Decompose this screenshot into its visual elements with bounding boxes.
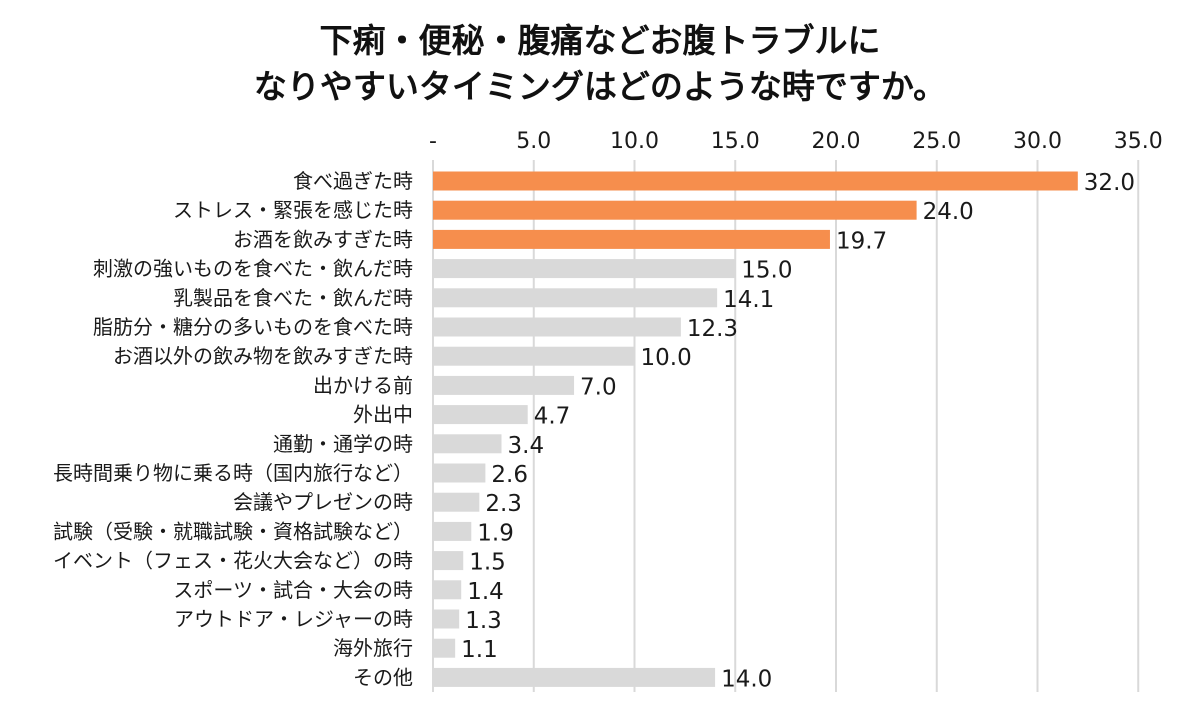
value-label: 14.0: [721, 666, 772, 692]
bar: [433, 229, 830, 249]
bar: [433, 200, 917, 220]
value-label: 15.0: [741, 258, 792, 284]
gridlines: [432, 160, 1140, 692]
chart-title: 下痢・便秘・腹痛などお腹トラブルに なりやすいタイミングはどのような時ですか。: [0, 18, 1200, 110]
bar: [433, 259, 736, 279]
bar: [433, 375, 575, 395]
value-label: 10.0: [641, 345, 692, 371]
bar: [433, 609, 460, 629]
x-tick-label: 30.0: [1013, 129, 1062, 154]
value-label: 24.0: [923, 199, 974, 225]
category-label: 乳製品を食べた・飲んだ時: [173, 286, 413, 310]
bar: [433, 463, 486, 483]
chart-title-line-2: なりやすいタイミングはどのような時ですか。: [253, 67, 947, 106]
category-label: お酒を飲みすぎた時: [233, 227, 413, 251]
category-label: 会議やプレゼンの時: [233, 490, 413, 514]
category-label: ストレス・緊張を感じた時: [173, 198, 413, 222]
value-label: 2.6: [491, 462, 528, 488]
category-label: その他: [353, 665, 413, 689]
bar: [433, 667, 716, 687]
bar: [433, 580, 462, 600]
bar: [433, 405, 528, 425]
value-label: 1.4: [467, 579, 504, 605]
value-label: 4.7: [534, 404, 571, 430]
value-label: 32.0: [1084, 170, 1135, 196]
value-label: 1.3: [465, 608, 502, 634]
x-tick-label: 5.0: [516, 129, 551, 154]
category-label: 通勤・通学の時: [273, 432, 413, 456]
bar: [433, 521, 472, 541]
category-label: 刺激の強いものを食べた・飲んだ時: [93, 257, 413, 281]
value-label: 1.1: [461, 637, 498, 663]
category-label: イベント（フェス・花火大会など）の時: [53, 549, 413, 573]
x-tick-label: 25.0: [912, 129, 961, 154]
category-label: 試験（受験・就職試験・資格試験など）: [53, 519, 413, 543]
x-tick-label: 15.0: [711, 129, 760, 154]
category-label: お酒以外の飲み物を飲みすぎた時: [113, 344, 413, 368]
category-label: スポーツ・試合・大会の時: [173, 578, 413, 602]
value-label: 1.9: [477, 520, 514, 546]
x-tick-label: -: [429, 129, 437, 154]
bar: [433, 346, 635, 366]
bar: [433, 317, 681, 337]
bar: [433, 638, 456, 658]
x-axis-ticks: - 5.0 10.0 15.0 20.0 25.0 30.0 35.0: [429, 129, 1163, 154]
bar: [433, 288, 718, 308]
bar: [433, 492, 480, 512]
value-label: 2.3: [485, 491, 522, 517]
value-label: 14.1: [723, 287, 774, 313]
category-label: 食べ過ぎた時: [293, 169, 413, 193]
value-label: 3.4: [508, 433, 545, 459]
category-label: 外出中: [353, 403, 413, 427]
category-label: 海外旅行: [333, 636, 413, 660]
bar: [433, 171, 1078, 191]
bar: [433, 434, 502, 454]
bars: [433, 171, 1078, 687]
category-labels: 食べ過ぎた時ストレス・緊張を感じた時お酒を飲みすぎた時刺激の強いものを食べた・飲…: [53, 169, 413, 689]
category-label: 出かける前: [313, 373, 413, 397]
chart-title-line-1: 下痢・便秘・腹痛などお腹トラブルに: [319, 21, 881, 60]
category-label: アウトドア・レジャーの時: [174, 607, 413, 631]
category-label: 脂肪分・糖分の多いものを食べた時: [93, 315, 413, 339]
value-labels: 32.0 24.0 19.7 15.0 14.1 12.3 10.0 7.0 4.7 3.4 2.6…: [461, 170, 1135, 692]
value-label: 7.0: [580, 374, 617, 400]
x-tick-label: 20.0: [812, 129, 861, 154]
bar: [433, 551, 464, 571]
category-label: 長時間乗り物に乗る時（国内旅行など）: [53, 461, 413, 485]
x-tick-label: 35.0: [1114, 129, 1163, 154]
value-label: 19.7: [836, 228, 887, 254]
x-tick-label: 10.0: [610, 129, 659, 154]
value-label: 12.3: [687, 316, 738, 342]
value-label: 1.5: [469, 550, 506, 576]
